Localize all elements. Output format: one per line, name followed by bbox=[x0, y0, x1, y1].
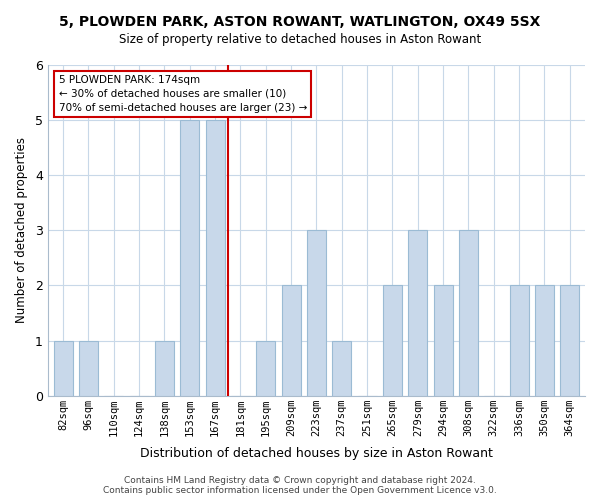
Bar bbox=[332, 340, 351, 396]
Y-axis label: Number of detached properties: Number of detached properties bbox=[15, 138, 28, 324]
Text: 5, PLOWDEN PARK, ASTON ROWANT, WATLINGTON, OX49 5SX: 5, PLOWDEN PARK, ASTON ROWANT, WATLINGTO… bbox=[59, 15, 541, 29]
Bar bbox=[560, 286, 579, 396]
Bar bbox=[535, 286, 554, 396]
Bar bbox=[383, 286, 402, 396]
Bar bbox=[256, 340, 275, 396]
Bar bbox=[53, 340, 73, 396]
Bar bbox=[408, 230, 427, 396]
Bar bbox=[79, 340, 98, 396]
Bar bbox=[509, 286, 529, 396]
X-axis label: Distribution of detached houses by size in Aston Rowant: Distribution of detached houses by size … bbox=[140, 447, 493, 460]
Bar bbox=[155, 340, 174, 396]
Bar bbox=[206, 120, 224, 396]
Bar bbox=[307, 230, 326, 396]
Bar bbox=[180, 120, 199, 396]
Bar bbox=[281, 286, 301, 396]
Text: Size of property relative to detached houses in Aston Rowant: Size of property relative to detached ho… bbox=[119, 32, 481, 46]
Text: Contains HM Land Registry data © Crown copyright and database right 2024.
Contai: Contains HM Land Registry data © Crown c… bbox=[103, 476, 497, 495]
Bar bbox=[434, 286, 452, 396]
Text: 5 PLOWDEN PARK: 174sqm
← 30% of detached houses are smaller (10)
70% of semi-det: 5 PLOWDEN PARK: 174sqm ← 30% of detached… bbox=[59, 75, 307, 113]
Bar bbox=[459, 230, 478, 396]
